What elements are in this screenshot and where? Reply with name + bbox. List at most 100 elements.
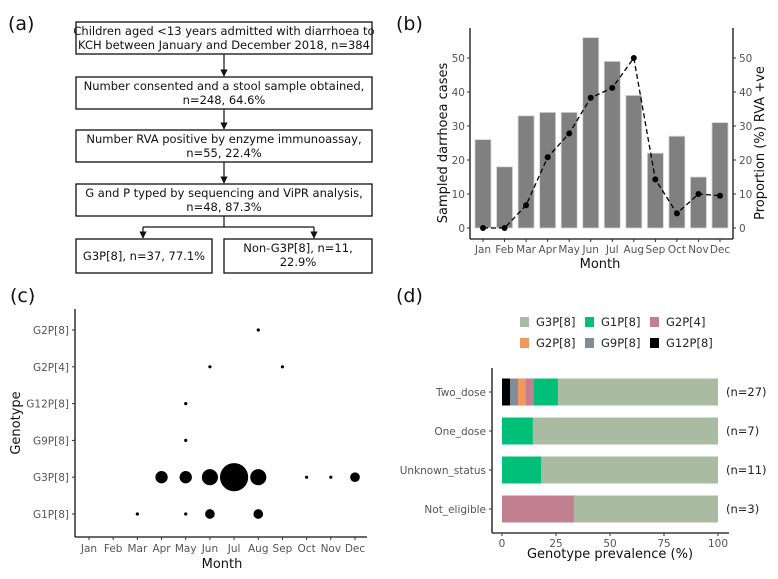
rva-point-Jan (480, 225, 486, 231)
bar-segment-Two_dose-G2P[8] (517, 378, 526, 406)
d-y-tick-label: Not_eligible (424, 504, 486, 516)
b-right-tick-label: 30 (739, 121, 752, 133)
bar-segment-Unknown_status-G1P[8] (502, 456, 542, 484)
n-annotation: (n=11) (726, 463, 767, 477)
b-x-tick-label: Sep (645, 244, 665, 256)
b-left-tick-label: 30 (452, 121, 465, 133)
genotype-point-G9P[8]-May (184, 438, 188, 442)
rva-proportion-line (483, 56, 721, 229)
flow-box-2 (75, 76, 373, 110)
panel-label-c: (c) (10, 285, 35, 307)
flow-box-text: G3P[8], n=37, 77.1% (83, 249, 205, 263)
legend-swatch-G12P[8] (650, 338, 659, 348)
bar-Apr (539, 112, 557, 229)
flow-box-text: 22.9% (280, 255, 317, 269)
bar-Feb (496, 166, 513, 229)
genotype-point-G1P[8]-Jun (205, 509, 215, 519)
flow-box-text: Children aged <13 years admitted with di… (73, 24, 374, 38)
c-y-tick-label: G1P[8] (33, 509, 69, 521)
b-x-tick-label: Nov (688, 244, 709, 256)
bar-segment-Two_dose-G2P[4] (525, 378, 534, 406)
rva-point-Jul (609, 84, 616, 91)
flow-box-4 (75, 183, 373, 217)
d-x-tick-label: 0 (499, 538, 506, 550)
b-x-tick-label: Oct (668, 244, 686, 256)
genotype-point-G3P[8]-Jul (219, 463, 249, 492)
bar-Jan (474, 139, 492, 229)
genotype-point-G12P[8]-May (184, 402, 188, 406)
flowchart: Children aged <13 years admitted with di… (73, 21, 375, 274)
flow-box-6 (223, 238, 373, 274)
legend-label-G1P[8]: G1P[8] (601, 315, 640, 329)
d-x-axis-label: Genotype prevalence (%) (527, 547, 693, 562)
b-left-tick-label: 0 (458, 223, 465, 235)
b-right-tick-label: 20 (739, 155, 752, 167)
d-x-tick-label: 25 (549, 538, 562, 550)
bar-Nov (690, 176, 707, 229)
rva-point-Nov (695, 191, 702, 197)
legend-label-G2P[8]: G2P[8] (536, 336, 575, 350)
b-x-tick-label: Jan (474, 244, 491, 256)
flow-box-text: KCH between January and December 2018, n… (78, 38, 370, 52)
b-x-tick-label: Jul (605, 244, 619, 256)
b-x-tick-label: Mar (516, 244, 536, 256)
b-x-axis-label: Month (580, 257, 621, 272)
b-y-axis-label: Sampled darrhoea cases (436, 63, 451, 224)
d-y-tick-label: Unknown_status (400, 465, 486, 477)
rva-point-Mar (523, 202, 530, 209)
c-x-tick-label: Jun (201, 543, 218, 555)
genotype-point-G3P[8]-Oct (305, 475, 309, 479)
panel-d-chart: G3P[8] G1P[8] G2P[4] G2P[8] G9P[8] G12P[8] (n… (400, 315, 767, 562)
rva-point-Feb (501, 225, 508, 231)
genotype-point-G2P[4]-Jun (208, 365, 212, 369)
legend-swatch-G9P[8] (585, 338, 594, 348)
legend-swatch-G2P[8] (520, 338, 529, 348)
c-x-tick-label: Feb (104, 543, 123, 555)
b-x-tick-label: May (558, 244, 580, 256)
b-left-tick-label: 10 (452, 189, 465, 201)
c-x-tick-label: May (175, 543, 197, 555)
genotype-point-G2P[8]-Aug (256, 328, 260, 332)
d-x-tick-label: 75 (657, 538, 670, 550)
bar-May (560, 112, 578, 229)
bar-Oct (668, 135, 686, 229)
bar-segment-Two_dose-G1P[8] (533, 378, 558, 406)
bar-segment-One_dose-G3P[8] (532, 417, 718, 445)
flow-box-text: n=48, 87.3% (186, 200, 261, 214)
b-x-tick-label: Feb (495, 244, 514, 256)
d-x-tick-label: 50 (603, 538, 616, 550)
rva-point-Sep (652, 176, 659, 183)
genotype-point-G2P[4]-Sep (280, 365, 285, 369)
legend-label-G3P[8]: G3P[8] (536, 315, 575, 329)
legend-label-G12P[8]: G12P[8] (666, 336, 713, 350)
c-y-tick-label: G12P[8] (26, 399, 69, 411)
d-legend: G3P[8] G1P[8] G2P[4] G2P[8] G9P[8] G12P[8] (520, 315, 713, 350)
bar-segment-Not_eligible-G3P[8] (573, 495, 718, 523)
rva-point-Aug (630, 55, 637, 61)
flow-box-text: n=248, 64.6% (183, 93, 266, 107)
d-axes: Two_dose One_dose Unknown_status Not_eligib… (400, 368, 729, 550)
rva-point-Apr (544, 154, 551, 161)
genotype-point-G3P[8]-Jun (201, 469, 218, 486)
c-y-axis-label: Genotype (9, 391, 24, 454)
genotype-point-G3P[8]-Aug (250, 469, 267, 486)
panel-label-a: (a) (8, 13, 34, 35)
c-points (135, 328, 360, 519)
b-left-tick-label: 20 (452, 155, 465, 167)
genotype-point-G1P[8]-May (184, 512, 188, 516)
d-y-tick-label: Two_dose (435, 387, 486, 399)
b-x-tick-label: Jun (582, 244, 599, 256)
genotype-point-G3P[8]-Apr (155, 471, 168, 484)
legend-swatch-G3P[8] (520, 317, 529, 327)
panel-c-chart: G1P[8] G3P[8] G9P[8] G12P[8] G2P[4] G2P[8] Jan… (9, 309, 367, 572)
legend-label-G2P[4]: G2P[4] (666, 315, 705, 329)
bar-segment-One_dose-G1P[8] (502, 417, 533, 445)
n-annotation: (n=7) (726, 424, 759, 438)
d-y-tick-label: One_dose (434, 426, 486, 438)
b-bars (474, 37, 729, 229)
c-x-tick-label: Oct (298, 543, 316, 555)
legend-label-G9P[8]: G9P[8] (601, 336, 640, 350)
rva-point-Oct (673, 210, 680, 217)
bar-segment-Two_dose-G9P[8] (509, 378, 518, 406)
